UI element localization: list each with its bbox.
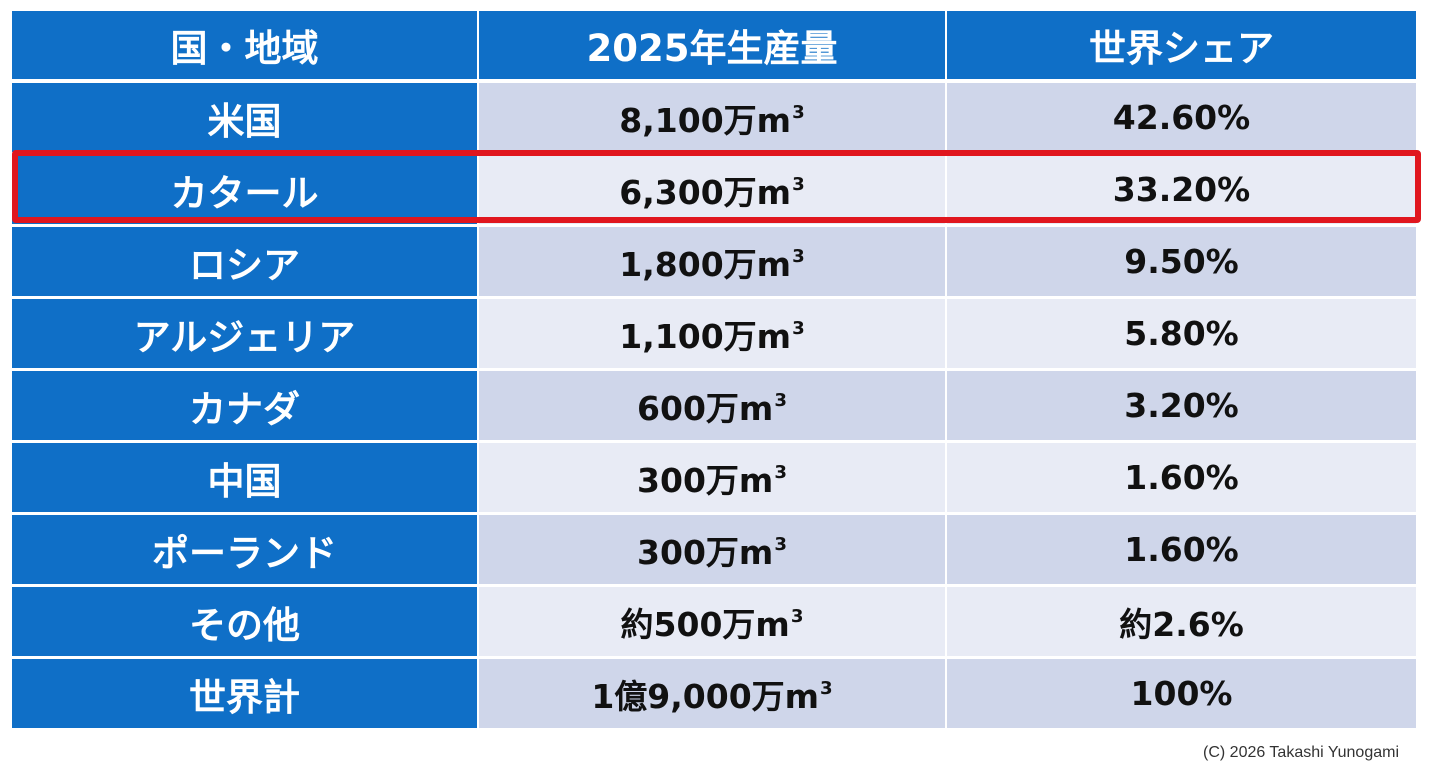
table-body: 米国 8,100万m3 42.60% カタール 6,300万m3 33.20% ロシア 1,8… [12, 83, 1416, 731]
production-cell: 300万m3 [479, 515, 947, 587]
share-cell: 5.80% [947, 299, 1416, 371]
table-row: 米国 8,100万m3 42.60% [12, 83, 1416, 155]
region-cell: ロシア [12, 227, 479, 299]
production-cell: 8,100万m3 [479, 83, 947, 155]
table-row: 世界計 1億9,000万m3 100% [12, 659, 1416, 731]
share-cell: 9.50% [947, 227, 1416, 299]
production-value: 約500万m [620, 604, 790, 644]
cubic-superscript: 3 [792, 317, 805, 339]
cubic-superscript: 3 [774, 533, 787, 555]
region-cell: アルジェリア [12, 299, 479, 371]
cubic-superscript: 3 [790, 605, 804, 627]
region-cell: ポーランド [12, 515, 479, 587]
share-cell: 42.60% [947, 83, 1416, 155]
production-cell: 1,100万m3 [479, 299, 947, 371]
share-cell: 100% [947, 659, 1416, 731]
table-row: 中国 300万m3 1.60% [12, 443, 1416, 515]
share-cell: 約2.6% [947, 587, 1416, 659]
production-cell: 1億9,000万m3 [479, 659, 947, 731]
cubic-superscript: 3 [792, 173, 805, 195]
table-row: カナダ 600万m3 3.20% [12, 371, 1416, 443]
region-cell: 中国 [12, 443, 479, 515]
header-share: 世界シェア [947, 11, 1416, 83]
cubic-superscript: 3 [792, 101, 805, 123]
cubic-superscript: 3 [792, 245, 805, 267]
header-region: 国・地域 [12, 11, 479, 83]
table-row: アルジェリア 1,100万m3 5.80% [12, 299, 1416, 371]
lng-production-table: 国・地域 2025年生産量 世界シェア 米国 8,100万m3 42.60% カタール… [12, 11, 1416, 731]
production-value: 1,800万m [619, 244, 792, 284]
production-value: 1億9,000万m [591, 676, 820, 716]
table-row: カタール 6,300万m3 33.20% [12, 155, 1416, 227]
production-value: 1,100万m [619, 316, 792, 356]
production-value: 600万m [637, 388, 774, 428]
region-cell: その他 [12, 587, 479, 659]
region-cell: 世界計 [12, 659, 479, 731]
production-cell: 1,800万m3 [479, 227, 947, 299]
production-value: 6,300万m [619, 172, 792, 212]
production-cell: 300万m3 [479, 443, 947, 515]
production-value: 8,100万m [619, 100, 792, 140]
copyright-text: (C) 2026 Takashi Yunogami [1203, 744, 1399, 761]
production-cell: 約500万m3 [479, 587, 947, 659]
table-row: ロシア 1,800万m3 9.50% [12, 227, 1416, 299]
production-cell: 600万m3 [479, 371, 947, 443]
header-production: 2025年生産量 [479, 11, 947, 83]
production-value: 300万m [637, 460, 774, 500]
table-header-row: 国・地域 2025年生産量 世界シェア [12, 11, 1416, 83]
cubic-superscript: 3 [774, 461, 787, 483]
share-cell: 1.60% [947, 443, 1416, 515]
production-table-container: 国・地域 2025年生産量 世界シェア 米国 8,100万m3 42.60% カタール… [12, 11, 1416, 731]
share-cell: 3.20% [947, 371, 1416, 443]
table-row: その他 約500万m3 約2.6% [12, 587, 1416, 659]
cubic-superscript: 3 [774, 389, 787, 411]
table-row: ポーランド 300万m3 1.60% [12, 515, 1416, 587]
production-value: 300万m [637, 532, 774, 572]
production-cell: 6,300万m3 [479, 155, 947, 227]
share-cell: 33.20% [947, 155, 1416, 227]
cubic-superscript: 3 [820, 677, 833, 699]
region-cell: カナダ [12, 371, 479, 443]
region-cell: カタール [12, 155, 479, 227]
share-cell: 1.60% [947, 515, 1416, 587]
region-cell: 米国 [12, 83, 479, 155]
